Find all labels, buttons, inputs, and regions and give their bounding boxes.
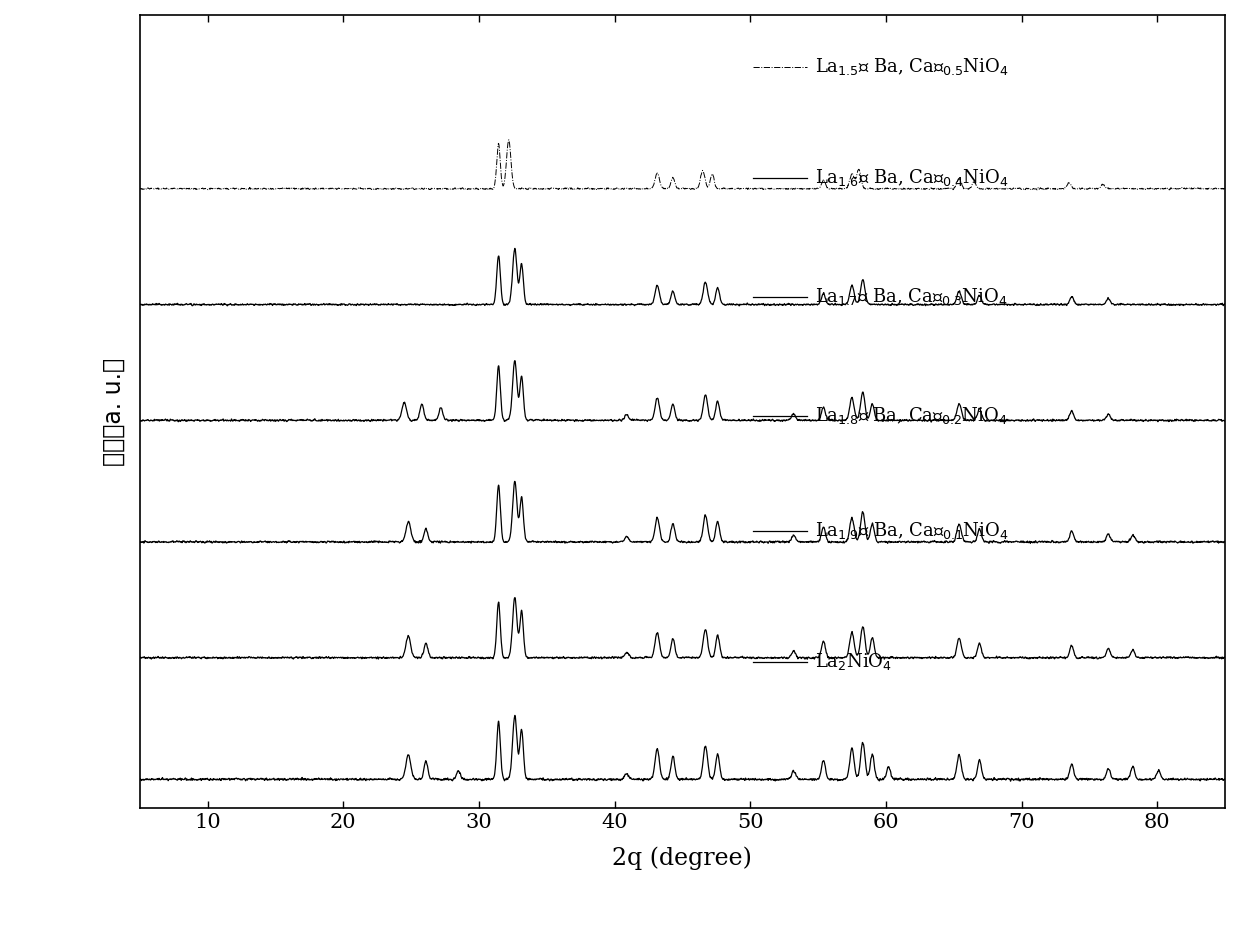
X-axis label: 2q (degree): 2q (degree) [613, 846, 753, 869]
Text: La$_2$NiO$_4$: La$_2$NiO$_4$ [815, 651, 892, 672]
Text: La$_{1.8}$（ Ba, Ca）$_{0.2}$NiO$_4$: La$_{1.8}$（ Ba, Ca）$_{0.2}$NiO$_4$ [815, 405, 1007, 426]
Text: La$_{1.9}$（ Ba, Ca）$_{0.1}$NiO$_4$: La$_{1.9}$（ Ba, Ca）$_{0.1}$NiO$_4$ [815, 520, 1008, 541]
Text: La$_{1.6}$（ Ba, Ca）$_{0.4}$NiO$_4$: La$_{1.6}$（ Ba, Ca）$_{0.4}$NiO$_4$ [815, 167, 1008, 188]
Text: La$_{1.7}$（ Ba, Ca）$_{0.3}$NiO$_4$: La$_{1.7}$（ Ba, Ca）$_{0.3}$NiO$_4$ [815, 286, 1007, 307]
Y-axis label: 强度（a. u.）: 强度（a. u.） [102, 358, 125, 466]
Text: La$_{1.5}$（ Ba, Ca）$_{0.5}$NiO$_4$: La$_{1.5}$（ Ba, Ca）$_{0.5}$NiO$_4$ [815, 56, 1008, 77]
